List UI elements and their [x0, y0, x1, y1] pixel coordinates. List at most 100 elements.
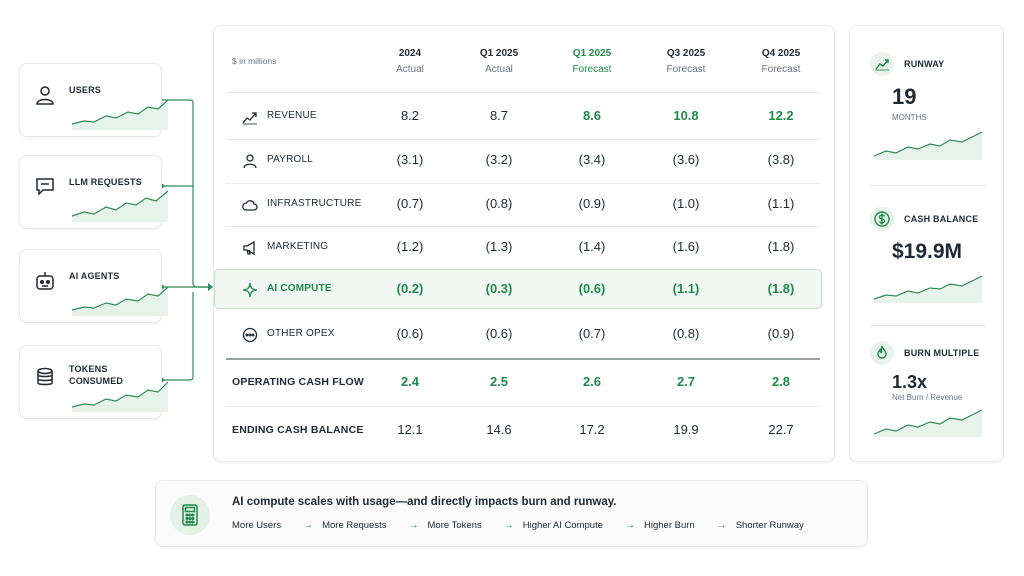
insight-banner: AI compute scales with usage—and directl… [155, 480, 868, 547]
driver-label: TOKENS CONSUMED [69, 364, 124, 386]
sparkline [873, 131, 983, 160]
divider [226, 358, 820, 360]
causal-chain: More Users → More Requests → More Tokens → Hig… [232, 520, 804, 531]
table-cell: (0.8) [672, 326, 700, 341]
arrow-right-icon: → [408, 520, 419, 531]
units-label: $ in millions [232, 56, 277, 66]
table-cell: (1.1) [767, 196, 795, 211]
table-cell: 8.2 [400, 108, 420, 123]
table-cell: 22.7 [768, 422, 794, 437]
cloud-icon [242, 197, 258, 213]
divider [226, 406, 820, 407]
table-cell: (3.8) [767, 152, 795, 167]
table-cell: 8.7 [489, 108, 509, 123]
row-label: OPERATING CASH FLOW [232, 376, 364, 388]
driver-card-tokens-consumed[interactable]: TOKENS CONSUMED [19, 345, 169, 419]
table-row-revenue[interactable]: REVENUE 8.2 8.7 8.6 10.8 12.2 [226, 96, 820, 138]
table-cell: (0.7) [396, 196, 424, 211]
arrow-right-icon: → [625, 520, 635, 531]
table-cell: 2.8 [771, 374, 791, 389]
table-cell: 2.6 [582, 374, 602, 389]
table-cell: (3.2) [485, 152, 513, 167]
table-cell: (1.4) [578, 239, 606, 254]
driver-label: USERS [69, 85, 102, 95]
table-cell: 2.4 [400, 374, 420, 389]
table-cell: (0.6) [578, 281, 606, 296]
row-label: REVENUE [267, 110, 317, 121]
row-label: PAYROLL [267, 154, 314, 165]
table-row-payroll[interactable]: PAYROLL (3.1) (3.2) (3.4) (3.6) (3.8) [226, 140, 820, 182]
row-label: INFRASTRUCTURE [267, 198, 362, 209]
metric-label: BURN MULTIPLE [904, 348, 980, 358]
table-cell: (1.8) [767, 239, 795, 254]
table-cell: (1.3) [485, 239, 513, 254]
table-cell: (0.2) [396, 281, 424, 296]
sparkline [71, 381, 169, 412]
table-cell: (0.9) [578, 196, 606, 211]
driver-card-ai-agents[interactable]: AI AGENTS [19, 249, 169, 323]
row-label: AI COMPUTE [267, 283, 332, 294]
insight-title: AI compute scales with usage—and directl… [232, 496, 617, 508]
driver-card-users[interactable]: USERS [19, 63, 169, 137]
column-header-forecast: Q1 2025 Forecast [572, 48, 612, 75]
chain-step: More Tokens [427, 520, 482, 531]
table-row-infrastructure[interactable]: INFRASTRUCTURE (0.7) (0.8) (0.9) (1.0) (… [226, 184, 820, 226]
table-cell: (0.9) [767, 326, 795, 341]
column-header: Q3 2025 Forecast [666, 48, 706, 75]
table-cell: (0.8) [485, 196, 513, 211]
row-label: OTHER OPEX [267, 328, 335, 339]
driver-card-llm-requests[interactable]: LLM REQUESTS [19, 155, 169, 229]
table-row-ai-compute[interactable]: AI COMPUTE (0.2) (0.3) (0.6) (1.1) (1.8) [226, 269, 820, 311]
table-row-marketing[interactable]: MARKETING (1.2) (1.3) (1.4) (1.6) (1.8) [226, 227, 820, 269]
sparkline [71, 286, 169, 316]
more-icon [242, 327, 258, 343]
trend-up-icon [242, 109, 258, 125]
table-cell: (1.2) [396, 239, 424, 254]
table-cell: 2.5 [489, 374, 509, 389]
chain-step: Higher Burn [644, 520, 695, 531]
table-cell: (0.6) [396, 326, 424, 341]
table-cell: 19.9 [673, 422, 699, 437]
divider [226, 92, 820, 93]
table-row-other-opex[interactable]: OTHER OPEX (0.6) (0.6) (0.7) (0.8) (0.9) [226, 314, 820, 356]
metric-label: RUNWAY [904, 59, 945, 69]
divider [226, 226, 820, 227]
column-header: Q1 2025 Actual [479, 48, 519, 75]
sparkle-icon [242, 282, 258, 298]
table-cell: (1.8) [767, 281, 795, 296]
user-icon [34, 84, 56, 106]
table-cell: (1.6) [672, 239, 700, 254]
ai-compute-highlight [214, 269, 822, 309]
table-cell: 8.6 [582, 108, 602, 123]
table-cell: (0.6) [485, 326, 513, 341]
table-cell: 2.7 [676, 374, 696, 389]
driver-label: LLM REQUESTS [69, 177, 142, 187]
arrow-right-icon: → [503, 520, 514, 531]
sparkline [71, 190, 169, 222]
divider [870, 185, 986, 186]
table-row-operating-cash-flow[interactable]: OPERATING CASH FLOW 2.4 2.5 2.6 2.7 2.8 [226, 362, 820, 404]
metric-sub: Net Burn / Revenue [892, 393, 963, 402]
driver-label: AI AGENTS [69, 271, 120, 281]
metric-label: CASH BALANCE [904, 214, 979, 224]
table-cell: 12.1 [397, 422, 423, 437]
chat-bubble-icon [34, 176, 56, 198]
table-cell: 17.2 [579, 422, 605, 437]
metric-value: 19 [892, 84, 917, 109]
divider [226, 183, 820, 184]
table-cell: (1.0) [672, 196, 700, 211]
cash-flow-table: $ in millions 2024 Actual Q1 2025 Actual Q… [213, 25, 835, 462]
table-cell: (0.3) [485, 281, 513, 296]
table-cell: (3.4) [578, 152, 606, 167]
column-header: 2024 Actual [396, 48, 424, 75]
row-label: MARKETING [267, 241, 329, 252]
table-cell: (1.1) [672, 281, 700, 296]
table-cell: (3.6) [672, 152, 700, 167]
chart-up-icon [870, 52, 894, 76]
divider [226, 139, 820, 140]
robot-icon [34, 270, 56, 292]
divider [870, 325, 986, 326]
person-icon [242, 153, 258, 169]
chain-step: More Users [232, 520, 282, 531]
table-row-ending-cash-balance[interactable]: ENDING CASH BALANCE 12.1 14.6 17.2 19.9 … [226, 410, 820, 452]
